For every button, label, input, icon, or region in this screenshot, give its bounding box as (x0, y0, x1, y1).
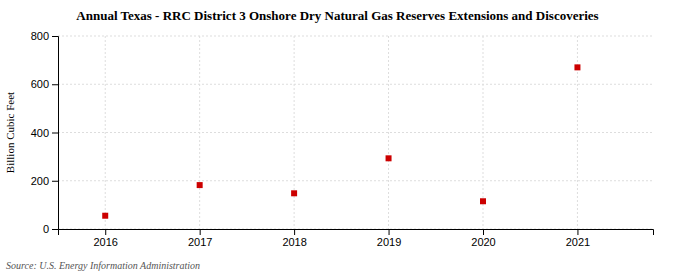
point (291, 190, 297, 196)
points (102, 64, 580, 218)
tick-label: 600 (31, 78, 49, 90)
grid-line (58, 84, 653, 85)
tick-mark (52, 133, 58, 134)
tick: 2021 (566, 229, 590, 248)
tick-label: 2021 (566, 236, 590, 248)
y-axis: 0 200 400 600 800 (31, 30, 59, 235)
point (574, 64, 580, 70)
tick-mark (200, 229, 201, 235)
tick-mark (52, 181, 58, 182)
tick: 2018 (282, 229, 306, 248)
grid-line (388, 36, 389, 229)
tick-label: 200 (31, 175, 49, 187)
tick-label: 800 (31, 30, 49, 42)
tick-label: 2017 (188, 236, 212, 248)
tick-mark (294, 229, 295, 235)
tick-mark (577, 229, 578, 235)
grid-line (105, 36, 106, 229)
tick: 400 (31, 127, 58, 139)
x-axis: 2016 2017 2018 2019 2020 2021 (59, 229, 654, 248)
grid-line (294, 36, 295, 229)
grid-line (58, 132, 653, 133)
axis-line (59, 230, 654, 236)
grid-line (58, 180, 653, 181)
tick: 600 (31, 78, 58, 90)
tick: 2016 (93, 229, 117, 248)
tick: 800 (31, 30, 58, 42)
tick-label: 400 (31, 127, 49, 139)
tick: 0 (43, 223, 58, 235)
grid-line (58, 36, 653, 37)
tick-mark (389, 229, 390, 235)
axis-title: Billion Cubic Feet (4, 92, 16, 173)
tick-label: 2020 (471, 236, 495, 248)
tick-label: 2016 (93, 236, 117, 248)
plot: 2016 2017 2018 2019 2020 2021 0 200 400 600 800 Bil… (4, 30, 654, 248)
point (386, 155, 392, 161)
tick: 2020 (471, 229, 495, 248)
title: Annual Texas - RRC District 3 Onshore Dr… (76, 8, 598, 23)
grid-line (199, 36, 200, 229)
grid (58, 36, 653, 229)
point (197, 182, 203, 188)
annotation: Source: U.S. Energy Information Administ… (6, 260, 200, 271)
tick: 2019 (377, 229, 401, 248)
point (480, 198, 486, 204)
tick-mark (483, 229, 484, 235)
point (102, 213, 108, 219)
tick: 2017 (188, 229, 212, 248)
tick-mark (52, 36, 58, 37)
tick: 200 (31, 175, 58, 187)
tick-label: 2019 (377, 236, 401, 248)
tick-label: 0 (43, 223, 49, 235)
tick-label: 2018 (282, 236, 306, 248)
tick-mark (105, 229, 106, 235)
tick-mark (52, 84, 58, 85)
chart: Annual Texas - RRC District 3 Onshore Dr… (0, 0, 675, 275)
axis-line (52, 37, 59, 230)
tick-mark (52, 229, 58, 230)
